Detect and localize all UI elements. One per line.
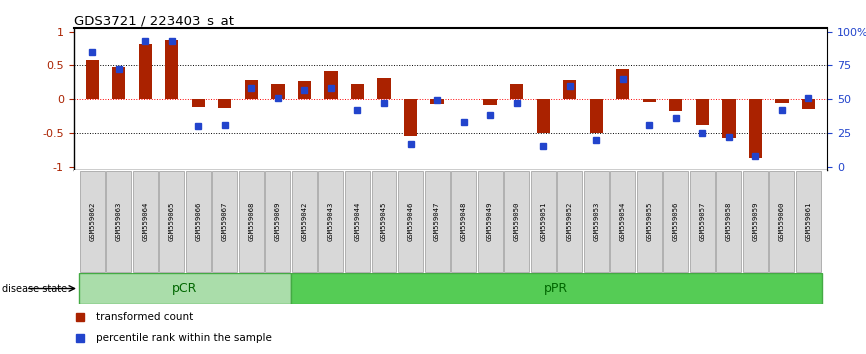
- Bar: [775, 99, 789, 103]
- Text: GSM559052: GSM559052: [566, 201, 572, 241]
- FancyBboxPatch shape: [319, 171, 344, 272]
- Text: GSM559068: GSM559068: [249, 201, 255, 241]
- Bar: [669, 99, 682, 111]
- Bar: [191, 99, 205, 107]
- FancyBboxPatch shape: [770, 171, 794, 272]
- FancyBboxPatch shape: [107, 171, 131, 272]
- Bar: [643, 99, 656, 103]
- Text: GSM559065: GSM559065: [169, 201, 175, 241]
- Text: GSM559059: GSM559059: [753, 201, 759, 241]
- Text: GSM559064: GSM559064: [142, 201, 148, 241]
- Bar: [590, 99, 603, 133]
- Text: GSM559048: GSM559048: [461, 201, 467, 241]
- Bar: [430, 99, 443, 104]
- Text: transformed count: transformed count: [96, 312, 193, 322]
- FancyBboxPatch shape: [557, 171, 582, 272]
- FancyBboxPatch shape: [239, 171, 264, 272]
- FancyBboxPatch shape: [531, 171, 556, 272]
- Bar: [510, 84, 523, 99]
- Text: percentile rank within the sample: percentile rank within the sample: [96, 332, 272, 343]
- Bar: [404, 99, 417, 136]
- Text: GSM559042: GSM559042: [301, 201, 307, 241]
- Bar: [802, 99, 815, 109]
- Bar: [616, 69, 630, 99]
- Text: GSM559043: GSM559043: [328, 201, 334, 241]
- Bar: [245, 80, 258, 99]
- FancyBboxPatch shape: [265, 171, 290, 272]
- Bar: [537, 99, 550, 133]
- Text: GSM559045: GSM559045: [381, 201, 387, 241]
- Bar: [695, 99, 709, 125]
- FancyBboxPatch shape: [424, 171, 449, 272]
- Text: GSM559047: GSM559047: [434, 201, 440, 241]
- Text: GSM559054: GSM559054: [620, 201, 626, 241]
- Text: GSM559069: GSM559069: [275, 201, 281, 241]
- FancyBboxPatch shape: [80, 171, 105, 272]
- Text: GSM559051: GSM559051: [540, 201, 546, 241]
- FancyBboxPatch shape: [796, 171, 821, 272]
- Text: GSM559060: GSM559060: [779, 201, 785, 241]
- FancyBboxPatch shape: [132, 171, 158, 272]
- Text: GSM559044: GSM559044: [354, 201, 360, 241]
- FancyBboxPatch shape: [611, 171, 636, 272]
- Text: GSM559056: GSM559056: [673, 201, 679, 241]
- Text: GSM559061: GSM559061: [805, 201, 811, 241]
- Bar: [86, 60, 99, 99]
- Text: GSM559053: GSM559053: [593, 201, 599, 241]
- FancyBboxPatch shape: [451, 171, 476, 272]
- Text: disease state: disease state: [2, 284, 67, 293]
- FancyBboxPatch shape: [637, 171, 662, 272]
- FancyBboxPatch shape: [212, 171, 237, 272]
- Bar: [749, 99, 762, 159]
- Bar: [271, 84, 285, 99]
- Text: GSM559050: GSM559050: [514, 201, 520, 241]
- Text: GSM559055: GSM559055: [646, 201, 652, 241]
- Bar: [165, 40, 178, 99]
- Text: GSM559066: GSM559066: [196, 201, 201, 241]
- Text: GSM559049: GSM559049: [487, 201, 493, 241]
- Text: GSM559046: GSM559046: [408, 201, 414, 241]
- Text: GSM559057: GSM559057: [700, 201, 705, 241]
- Text: GSM559067: GSM559067: [222, 201, 228, 241]
- FancyBboxPatch shape: [186, 171, 210, 272]
- Bar: [324, 71, 338, 99]
- FancyBboxPatch shape: [743, 171, 768, 272]
- Text: pPR: pPR: [545, 282, 568, 295]
- FancyBboxPatch shape: [398, 171, 423, 272]
- Text: GSM559058: GSM559058: [726, 201, 732, 241]
- Text: pCR: pCR: [172, 282, 197, 295]
- FancyBboxPatch shape: [478, 171, 502, 272]
- Bar: [112, 67, 126, 99]
- Text: GSM559062: GSM559062: [89, 201, 95, 241]
- Bar: [722, 99, 735, 138]
- Bar: [351, 84, 364, 99]
- Bar: [291, 273, 822, 304]
- FancyBboxPatch shape: [159, 171, 184, 272]
- Bar: [378, 78, 391, 99]
- FancyBboxPatch shape: [292, 171, 317, 272]
- Text: GDS3721 / 223403_s_at: GDS3721 / 223403_s_at: [74, 14, 234, 27]
- FancyBboxPatch shape: [504, 171, 529, 272]
- Bar: [139, 44, 152, 99]
- FancyBboxPatch shape: [663, 171, 688, 272]
- Bar: [563, 80, 577, 99]
- Bar: [483, 99, 497, 104]
- FancyBboxPatch shape: [716, 171, 741, 272]
- FancyBboxPatch shape: [584, 171, 609, 272]
- FancyBboxPatch shape: [345, 171, 370, 272]
- FancyBboxPatch shape: [372, 171, 397, 272]
- FancyBboxPatch shape: [690, 171, 714, 272]
- Bar: [218, 99, 231, 108]
- Bar: [79, 273, 291, 304]
- Text: GSM559063: GSM559063: [116, 201, 122, 241]
- Bar: [298, 81, 311, 99]
